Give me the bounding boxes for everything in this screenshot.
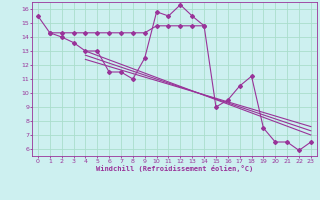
X-axis label: Windchill (Refroidissement éolien,°C): Windchill (Refroidissement éolien,°C)	[96, 165, 253, 172]
